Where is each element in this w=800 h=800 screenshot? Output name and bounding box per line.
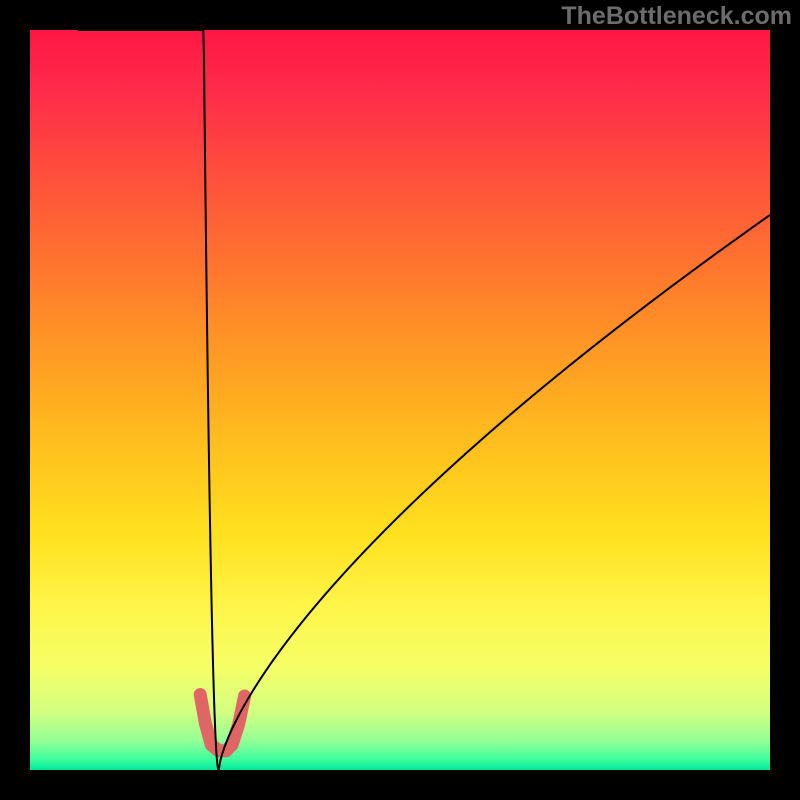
watermark-text: TheBottleneck.com bbox=[561, 2, 792, 31]
plot-svg bbox=[30, 30, 770, 770]
gradient-background bbox=[30, 30, 770, 770]
plot-area bbox=[30, 30, 770, 770]
